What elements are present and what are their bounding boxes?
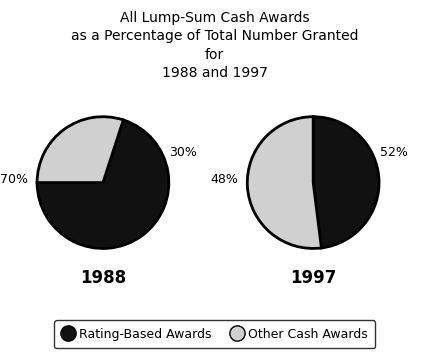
Text: 1988: 1988 <box>80 269 126 287</box>
Text: 1997: 1997 <box>290 269 336 287</box>
Wedge shape <box>37 120 169 248</box>
Legend: Rating-Based Awards, Other Cash Awards: Rating-Based Awards, Other Cash Awards <box>54 320 375 348</box>
Text: 52%: 52% <box>380 146 408 159</box>
Text: 30%: 30% <box>169 146 197 159</box>
Wedge shape <box>247 117 321 248</box>
Text: All Lump-Sum Cash Awards
as a Percentage of Total Number Granted
for
1988 and 19: All Lump-Sum Cash Awards as a Percentage… <box>71 11 358 80</box>
Wedge shape <box>37 117 123 183</box>
Text: 48%: 48% <box>210 173 238 186</box>
Wedge shape <box>313 117 379 248</box>
Text: 70%: 70% <box>0 173 28 186</box>
